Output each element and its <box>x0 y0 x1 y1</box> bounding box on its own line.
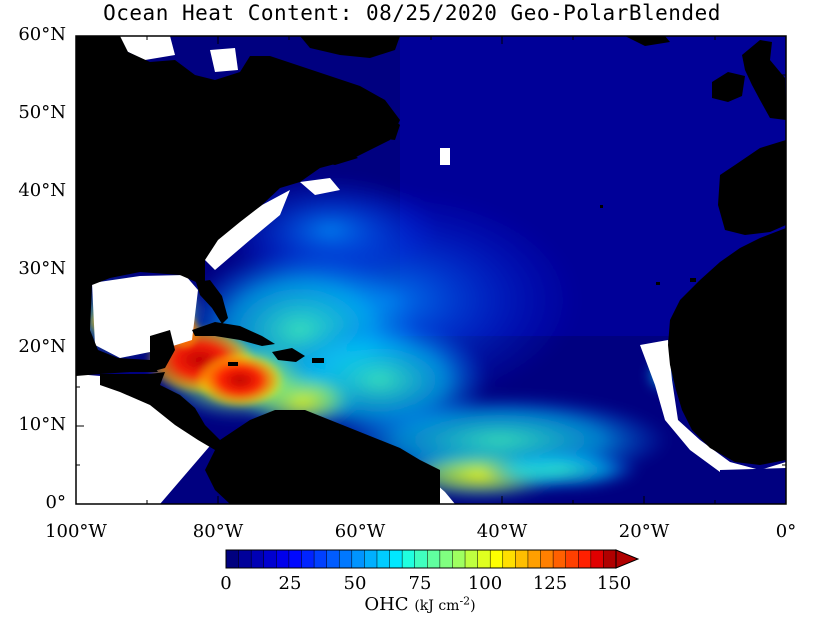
colorbar-unit-exponent: -2 <box>459 594 471 608</box>
colorbar-unit: (kJ cm-2) <box>414 594 476 614</box>
colorbar-swatch <box>326 549 340 569</box>
colorbar-swatch <box>452 549 466 569</box>
yucatan <box>150 330 175 372</box>
colorbar-unit-base: kJ cm <box>419 598 460 614</box>
colorbar-swatch <box>414 549 429 569</box>
lon-label-20w: 20°W <box>618 521 670 542</box>
lat-label-50n: 50°N <box>18 102 66 123</box>
cuba <box>192 322 275 346</box>
colorbar-label: OHC (kJ cm-2) <box>330 594 510 615</box>
colorbar-swatch <box>527 549 542 569</box>
colorbar-variable: OHC <box>364 594 409 615</box>
colorbar-swatch <box>439 549 454 569</box>
colorbar-swatch <box>389 549 403 569</box>
lon-label-100w: 100°W <box>45 521 107 542</box>
colorbar-swatch <box>338 549 353 569</box>
africa <box>668 228 786 465</box>
colorbar-swatch <box>489 549 504 569</box>
colorbar-swatch <box>565 549 580 569</box>
colorbar-swatch <box>515 549 529 569</box>
colorbar-swatch <box>552 549 567 569</box>
iberia <box>718 140 786 235</box>
lat-label-60n: 60°N <box>18 24 66 45</box>
colorbar-swatch <box>502 549 517 569</box>
colorbar-tick-125: 125 <box>532 573 568 594</box>
colorbar-swatch <box>603 549 617 569</box>
colorbar-swatch <box>590 549 605 569</box>
colorbar-overflow-arrow <box>615 549 640 569</box>
lat-label-20n: 20°N <box>18 336 66 357</box>
colorbar-tick-25: 25 <box>278 573 302 594</box>
south-america <box>205 410 440 504</box>
colorbar-swatch <box>376 549 391 569</box>
colorbar-swatch <box>401 549 416 569</box>
colorbar-swatch <box>578 549 592 569</box>
colorbar-tick-150: 150 <box>596 573 632 594</box>
colorbar-swatch <box>250 549 265 569</box>
colorbar-frame <box>225 549 617 569</box>
colorbar-swatch <box>364 549 378 569</box>
map-title: Ocean Heat Content: 08/25/2020 Geo-Polar… <box>103 1 721 25</box>
colorbar <box>225 549 640 569</box>
colorbar-swatch <box>288 549 303 569</box>
lat-label-0: 0° <box>45 492 66 513</box>
florida <box>196 280 228 324</box>
lon-label-80w: 80°W <box>192 521 244 542</box>
colorbar-tick-50: 50 <box>343 573 367 594</box>
lat-label-30n: 30°N <box>18 258 66 279</box>
north-america <box>76 36 400 376</box>
colorbar-tick-100: 100 <box>467 573 503 594</box>
colorbar-swatch <box>276 549 290 569</box>
lon-label-40w: 40°W <box>476 521 528 542</box>
colorbar-swatch <box>313 549 328 569</box>
colorbar-swatch <box>351 549 366 569</box>
colorbar-tick-0: 0 <box>220 573 232 594</box>
british-isles <box>712 72 745 102</box>
colorbar-swatch <box>225 549 240 569</box>
colorbar-tick-75: 75 <box>408 573 432 594</box>
colorbar-swatch <box>427 549 441 569</box>
lon-label-0: 0° <box>775 521 797 542</box>
lon-label-60w: 60°W <box>334 521 386 542</box>
hispaniola <box>272 348 305 362</box>
colorbar-swatch <box>477 549 491 569</box>
central-america <box>100 372 232 450</box>
colorbar-swatch <box>238 549 252 569</box>
colorbar-swatch <box>540 549 554 569</box>
colorbar-swatch <box>464 549 479 569</box>
greenland <box>300 36 400 58</box>
axis-ticks <box>75 35 787 505</box>
colorbar-swatch <box>301 549 315 569</box>
lat-label-40n: 40°N <box>18 180 66 201</box>
lat-label-10n: 10°N <box>18 414 66 435</box>
colorbar-swatch <box>263 549 278 569</box>
iceland <box>625 36 670 46</box>
land-mask <box>76 36 786 504</box>
